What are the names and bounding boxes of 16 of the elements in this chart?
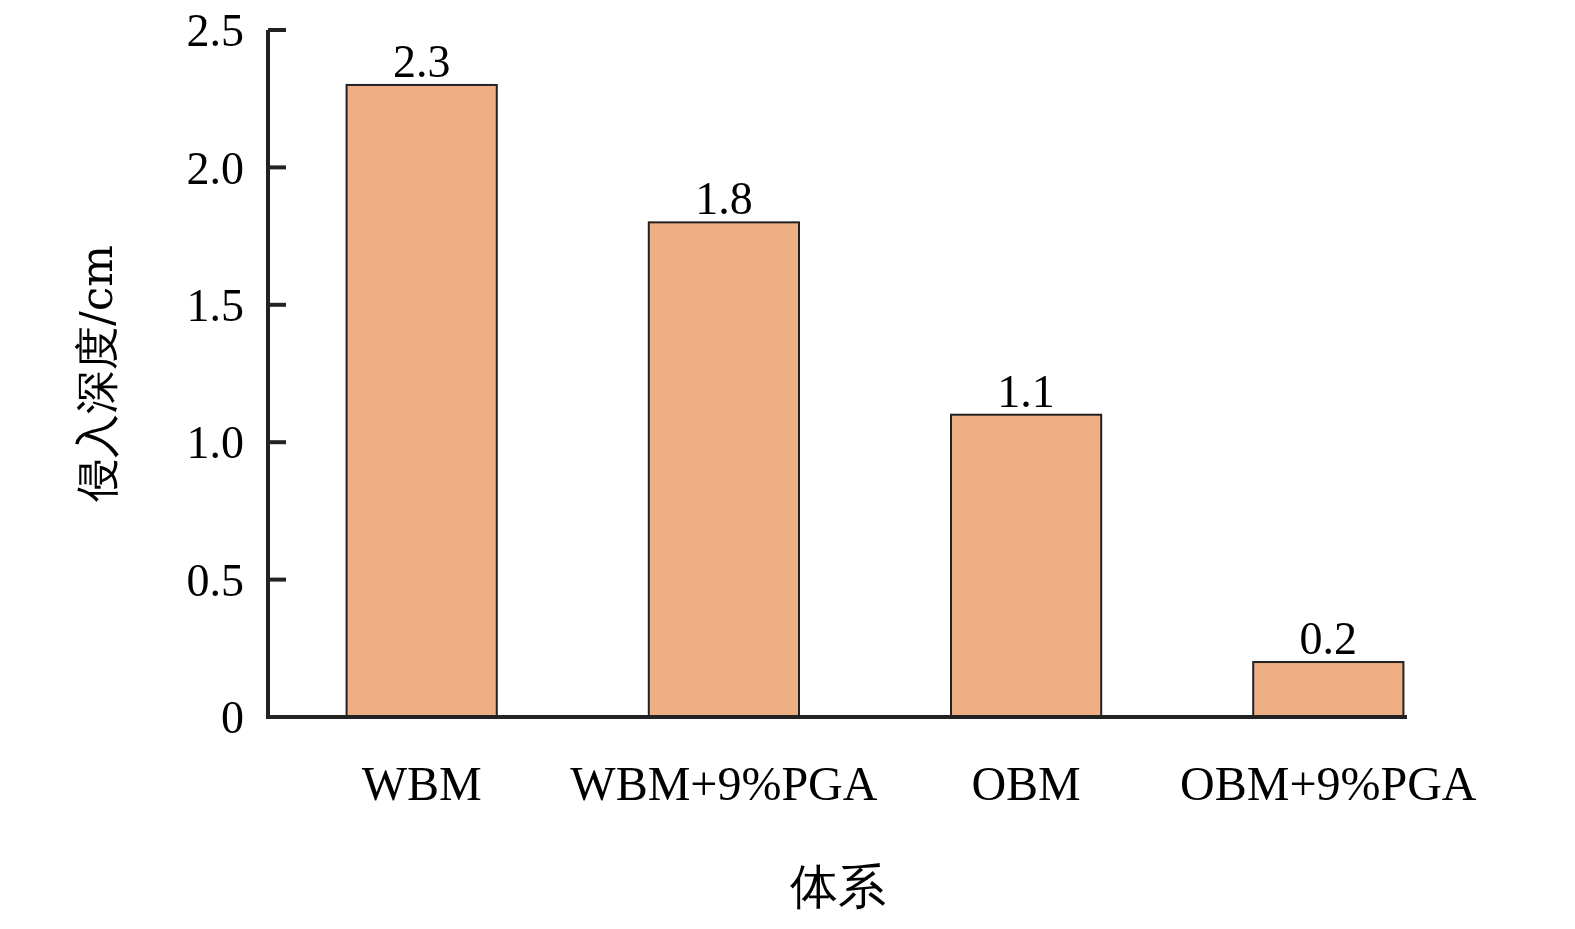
x-axis-title: 体系: [789, 858, 886, 914]
y-tick-label: 1.0: [186, 417, 244, 469]
data-label: 0.2: [1299, 613, 1358, 665]
y-tick-label: 0.5: [186, 554, 244, 606]
y-tick-label: 0: [221, 692, 244, 744]
y-tick-label: 1.5: [186, 279, 244, 331]
x-tick-label: OBM: [971, 757, 1081, 810]
y-axis-title: 侵入深度/cm: [71, 244, 122, 503]
y-tick-label: 2.5: [186, 5, 244, 57]
y-tick-label: 2.0: [186, 142, 244, 194]
data-label: 1.1: [997, 365, 1055, 417]
data-label: 2.3: [392, 35, 451, 87]
data-label: 1.8: [695, 173, 753, 225]
x-tick-label: WBM: [361, 757, 482, 810]
x-tick-label: WBM+9%PGA: [570, 757, 878, 810]
x-tick-label: OBM+9%PGA: [1180, 757, 1477, 810]
